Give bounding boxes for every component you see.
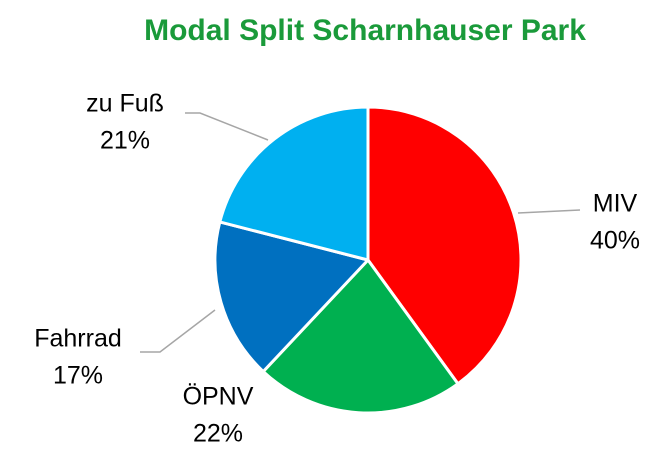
leader-line xyxy=(185,112,269,141)
leader-line xyxy=(517,209,581,214)
pie-slice xyxy=(261,258,460,415)
pie-slice xyxy=(213,220,370,374)
slice-label: Fahrrad xyxy=(34,325,122,353)
pie-slice xyxy=(366,105,523,386)
slice-value-label: 22% xyxy=(193,420,243,448)
slice-label: MIV xyxy=(593,190,638,218)
pie-slice xyxy=(218,105,370,262)
leader-line xyxy=(140,309,216,353)
slice-value-label: 21% xyxy=(100,127,150,155)
leader-lines xyxy=(140,112,581,353)
slice-label: ÖPNV xyxy=(183,383,254,411)
chart-title: Modal Split Scharnhauser Park xyxy=(144,14,586,47)
pie xyxy=(213,105,523,415)
slice-value-label: 17% xyxy=(53,362,103,390)
slice-label: zu Fuß xyxy=(86,90,164,118)
slice-value-label: 40% xyxy=(590,227,640,255)
